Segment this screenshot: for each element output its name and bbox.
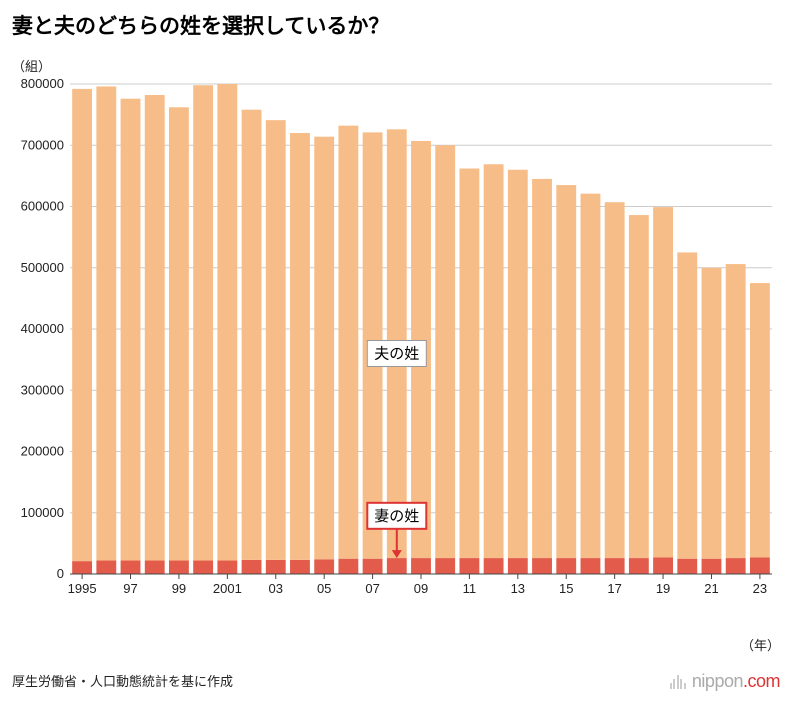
svg-text:500000: 500000 bbox=[21, 260, 64, 275]
svg-text:2001: 2001 bbox=[213, 581, 242, 596]
chart-svg: 0100000200000300000400000500000600000700… bbox=[70, 78, 780, 598]
logo-bars-icon bbox=[670, 675, 686, 689]
svg-text:21: 21 bbox=[704, 581, 718, 596]
svg-text:11: 11 bbox=[463, 581, 477, 596]
x-axis-unit: （年） bbox=[741, 635, 780, 654]
logo-suffix: .com bbox=[743, 671, 780, 691]
svg-text:妻の姓: 妻の姓 bbox=[374, 508, 419, 525]
svg-text:0: 0 bbox=[57, 566, 64, 581]
y-axis-unit: （組） bbox=[12, 56, 51, 75]
svg-text:13: 13 bbox=[511, 581, 525, 596]
svg-text:19: 19 bbox=[656, 581, 670, 596]
svg-text:600000: 600000 bbox=[21, 199, 64, 214]
plot-area: 0100000200000300000400000500000600000700… bbox=[70, 78, 780, 598]
svg-text:400000: 400000 bbox=[21, 321, 64, 336]
svg-text:200000: 200000 bbox=[21, 444, 64, 459]
svg-text:23: 23 bbox=[753, 581, 767, 596]
svg-text:17: 17 bbox=[607, 581, 621, 596]
svg-text:1995: 1995 bbox=[68, 581, 97, 596]
chart-container: 妻と夫のどちらの姓を選択しているか？ （組） 01000002000003000… bbox=[0, 0, 798, 702]
svg-text:300000: 300000 bbox=[21, 382, 64, 397]
svg-text:07: 07 bbox=[365, 581, 379, 596]
source-text: 厚生労働省・人口動態統計を基に作成 bbox=[12, 671, 233, 690]
svg-text:99: 99 bbox=[172, 581, 186, 596]
svg-text:05: 05 bbox=[317, 581, 331, 596]
chart-title: 妻と夫のどちらの姓を選択しているか？ bbox=[12, 10, 389, 40]
svg-text:700000: 700000 bbox=[21, 137, 64, 152]
svg-text:97: 97 bbox=[123, 581, 137, 596]
logo-text: nippon bbox=[692, 671, 743, 691]
nippon-logo: nippon.com bbox=[670, 671, 780, 692]
svg-text:800000: 800000 bbox=[21, 76, 64, 91]
svg-text:09: 09 bbox=[414, 581, 428, 596]
svg-text:夫の姓: 夫の姓 bbox=[374, 346, 419, 363]
svg-text:15: 15 bbox=[559, 581, 573, 596]
svg-text:03: 03 bbox=[269, 581, 283, 596]
svg-text:100000: 100000 bbox=[21, 505, 64, 520]
